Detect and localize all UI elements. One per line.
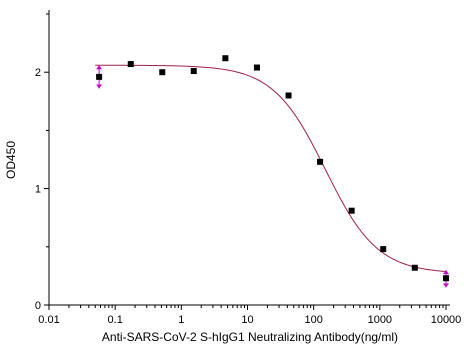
y-tick-label: 0 <box>35 300 41 312</box>
x-tick-label: 1 <box>178 314 184 326</box>
data-point <box>96 73 103 80</box>
fit-curve-layer <box>95 64 447 273</box>
fit-curve <box>95 64 447 273</box>
data-point <box>222 55 229 62</box>
x-tick-label: 10000 <box>431 314 462 326</box>
x-tick-label: 0.01 <box>38 314 59 326</box>
data-point <box>317 158 324 165</box>
error-bars-layer <box>96 65 449 288</box>
y-axis-label: OD450 <box>4 141 18 179</box>
data-point <box>411 264 418 271</box>
x-tick-label: 100 <box>304 314 322 326</box>
data-point <box>190 68 197 75</box>
x-tick-label: 0.1 <box>108 314 123 326</box>
y-axis-ticks: 0 1 2 <box>35 13 49 312</box>
data-point <box>159 69 166 76</box>
data-point <box>443 275 449 282</box>
data-point <box>380 246 387 253</box>
data-point <box>348 207 355 214</box>
x-axis-label: Anti-SARS-CoV-2 S-hIgG1 Neutralizing Ant… <box>102 330 398 344</box>
y-tick-label: 2 <box>35 67 41 79</box>
x-tick-label: 1000 <box>368 314 392 326</box>
y-tick-label: 1 <box>35 184 41 196</box>
data-points-layer <box>96 55 449 282</box>
x-axis-ticks: 0.01 0.1 1 10 100 1000 10000 <box>38 305 461 326</box>
data-point <box>253 64 260 71</box>
data-point <box>285 92 292 99</box>
plot-area <box>48 10 450 306</box>
x-tick-label: 10 <box>241 314 253 326</box>
data-point <box>127 61 134 68</box>
